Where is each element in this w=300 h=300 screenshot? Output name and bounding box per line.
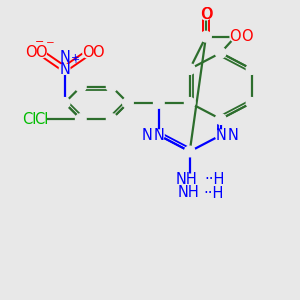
Circle shape <box>76 114 86 124</box>
Circle shape <box>215 130 226 141</box>
Text: O: O <box>82 45 94 60</box>
Circle shape <box>106 81 117 92</box>
Circle shape <box>184 146 195 157</box>
Text: −: − <box>46 38 54 48</box>
Circle shape <box>201 31 211 42</box>
Text: O: O <box>93 45 104 60</box>
Text: Cl: Cl <box>22 112 37 127</box>
Circle shape <box>76 81 86 92</box>
Text: O: O <box>230 29 241 44</box>
Text: O: O <box>200 7 212 22</box>
Circle shape <box>154 98 164 108</box>
Text: O: O <box>202 7 213 22</box>
Text: ··H: ··H <box>205 172 225 187</box>
Text: +: + <box>71 52 80 62</box>
Circle shape <box>215 47 226 58</box>
Text: O: O <box>241 29 252 44</box>
Text: NH: NH <box>177 185 199 200</box>
Circle shape <box>184 64 195 74</box>
Text: O: O <box>35 45 47 60</box>
Circle shape <box>184 174 195 185</box>
Circle shape <box>184 98 195 108</box>
Text: N: N <box>59 61 70 76</box>
Circle shape <box>106 114 117 124</box>
Circle shape <box>246 64 257 74</box>
Circle shape <box>83 47 94 58</box>
Text: +: + <box>71 56 79 65</box>
Text: Cl: Cl <box>34 112 48 127</box>
Text: N: N <box>227 128 238 143</box>
Text: N: N <box>215 128 226 143</box>
Circle shape <box>36 47 46 58</box>
Text: N: N <box>59 50 70 65</box>
Circle shape <box>201 9 211 20</box>
Text: −: − <box>35 37 44 47</box>
Circle shape <box>246 98 257 108</box>
Circle shape <box>36 114 46 124</box>
Circle shape <box>123 98 133 108</box>
Text: ··H: ··H <box>203 186 224 201</box>
Circle shape <box>215 114 226 124</box>
Text: N: N <box>142 128 152 143</box>
Text: NH: NH <box>176 172 198 187</box>
Text: O: O <box>25 45 37 60</box>
Text: N: N <box>153 128 164 143</box>
Circle shape <box>154 130 164 141</box>
Circle shape <box>59 98 70 108</box>
Circle shape <box>230 31 241 42</box>
Circle shape <box>59 64 70 74</box>
